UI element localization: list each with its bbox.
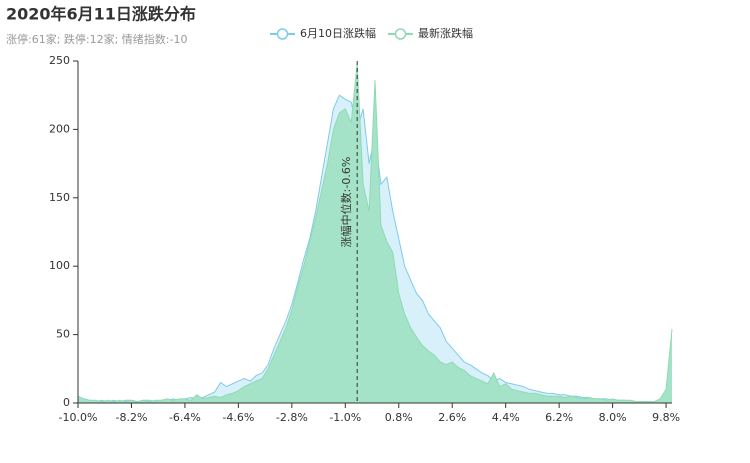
x-tick-label: -2.8%	[276, 411, 308, 424]
x-tick-label: 6.2%	[545, 411, 573, 424]
x-tick-label: 0.8%	[385, 411, 413, 424]
legend: 6月10日涨跌幅 最新涨跌幅	[270, 26, 473, 40]
x-tick-label: -8.2%	[115, 411, 147, 424]
x-tick-label: 2.6%	[438, 411, 466, 424]
y-tick-label: 150	[49, 191, 70, 204]
x-tick-label: 9.8%	[652, 411, 680, 424]
series-line	[77, 63, 673, 403]
legend-label: 6月10日涨跌幅	[300, 26, 376, 40]
chart-subtitle: 涨停:61家; 跌停:12家; 情绪指数:-10	[6, 32, 187, 46]
x-tick-label: -10.0%	[59, 411, 98, 424]
y-tick-label: 200	[49, 122, 70, 135]
series-area	[78, 63, 672, 403]
y-tick-label: 0	[63, 396, 70, 409]
x-tick-label: 8.0%	[599, 411, 627, 424]
x-tick-label: 4.4%	[492, 411, 520, 424]
median-label: 涨幅中位数:-0.6%	[339, 157, 353, 248]
chart-title: 2020年6月11日涨跌分布	[6, 5, 196, 24]
x-tick-label: -4.6%	[222, 411, 254, 424]
x-tick-label: -1.0%	[329, 411, 361, 424]
plot-area: 0 50 100 150 200 250 -10.0% -8.2% -6.4% -4.6% -2.8…	[49, 54, 680, 424]
y-tick-label: 100	[49, 259, 70, 272]
legend-label: 最新涨跌幅	[418, 26, 473, 40]
legend-icon	[276, 28, 289, 40]
y-tick-label: 250	[49, 54, 70, 67]
x-tick-label: -6.4%	[169, 411, 201, 424]
legend-icon	[394, 28, 407, 40]
y-tick-label: 50	[56, 328, 70, 341]
